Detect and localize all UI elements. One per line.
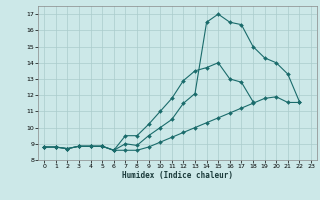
X-axis label: Humidex (Indice chaleur): Humidex (Indice chaleur): [122, 171, 233, 180]
